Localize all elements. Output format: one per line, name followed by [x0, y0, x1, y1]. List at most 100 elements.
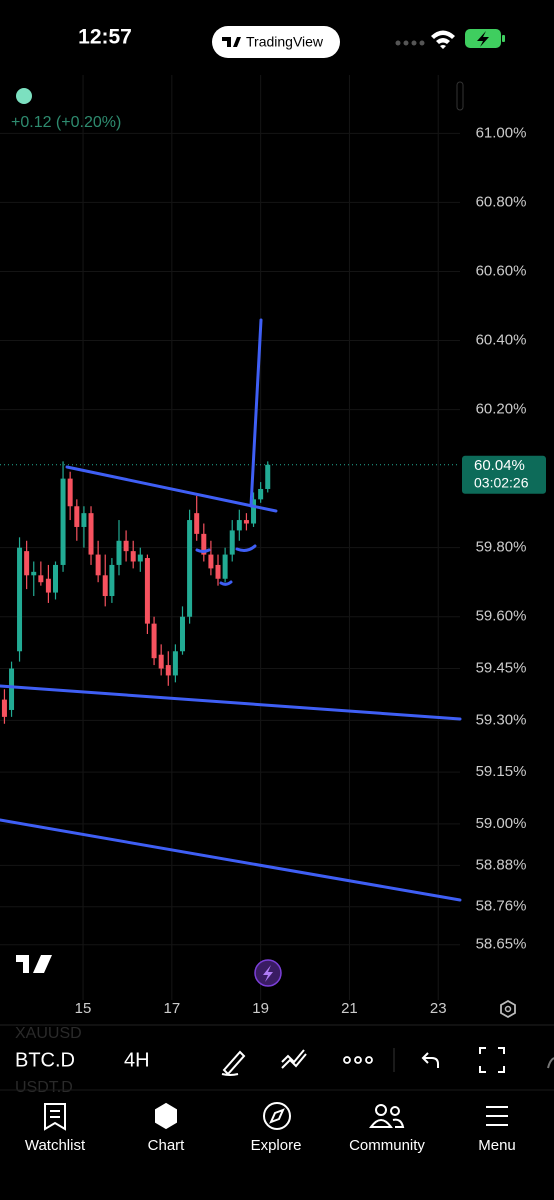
x-tick-label: 17: [163, 1000, 180, 1017]
candle-body: [123, 540, 129, 552]
y-tick-label: 59.45%: [476, 659, 527, 676]
y-tick-label: 61.00%: [476, 124, 527, 141]
watchlist-icon: [44, 1103, 66, 1131]
candle-body: [130, 551, 136, 562]
candle-body: [88, 513, 94, 555]
chart: 15 17 19 21 23 61.00% 60.80% 60.60% 60.40% 60.20%…: [0, 75, 546, 1017]
candle-body: [236, 520, 242, 531]
candle-body: [67, 478, 73, 507]
trend-line: [0, 818, 462, 902]
candle-body: [109, 564, 115, 597]
drawings: [0, 318, 462, 902]
battery-tip: [502, 35, 505, 42]
nav-label[interactable]: Explore: [251, 1137, 302, 1154]
candle-body: [9, 668, 15, 710]
candle-body: [222, 554, 228, 579]
candle-body: [116, 540, 122, 565]
candle-body: [81, 513, 87, 527]
candle-body: [208, 554, 214, 569]
chart-icon: [155, 1102, 177, 1130]
y-tick-label: 60.80%: [476, 193, 527, 210]
clock: 12:57: [78, 26, 132, 49]
x-tick-label: 15: [75, 1000, 92, 1017]
candle-body: [251, 499, 257, 524]
candle-body: [17, 547, 23, 652]
app-pill: [212, 26, 340, 58]
candle-body: [53, 564, 59, 593]
nav-icons: [44, 1102, 508, 1131]
symbol[interactable]: BTC.D: [15, 1049, 75, 1071]
interval[interactable]: 4H: [124, 1049, 150, 1071]
app-name: TradingView: [246, 34, 324, 50]
candle-body: [258, 488, 264, 500]
undo[interactable]: [421, 1052, 439, 1068]
edge-icon: [547, 1057, 554, 1069]
y-tick-label: 58.65%: [476, 936, 527, 953]
more-tool[interactable]: [343, 1056, 373, 1064]
x-tick-label: 21: [341, 1000, 358, 1017]
candle-body: [137, 554, 143, 562]
wifi-icon: [431, 30, 455, 49]
candle-body: [144, 558, 150, 624]
candle-body: [179, 616, 185, 652]
nav-label[interactable]: Watchlist: [25, 1137, 86, 1154]
change: +0.12 (+0.20%): [11, 114, 121, 131]
tv-logo: [16, 955, 52, 973]
candle-body: [165, 665, 171, 676]
nav-label[interactable]: Community: [349, 1137, 425, 1154]
candle-body: [24, 551, 30, 576]
mark: [235, 544, 257, 552]
trend-line: [0, 684, 462, 721]
candle-body: [151, 623, 157, 659]
y-tick-label: 59.80%: [476, 539, 527, 556]
bolt: [263, 965, 273, 982]
candle-body: [194, 513, 200, 534]
tv-icon: [222, 37, 241, 47]
status-dot: [16, 88, 32, 104]
explore-icon: [263, 1102, 291, 1130]
y-tick-label: 60.20%: [476, 401, 527, 418]
y-tick-label: 58.88%: [476, 856, 527, 873]
fullscreen[interactable]: [479, 1047, 505, 1073]
mark: [219, 580, 233, 586]
candle-body: [243, 520, 249, 524]
candle-body: [38, 575, 44, 583]
candle-body: [187, 520, 193, 617]
nav-label[interactable]: Chart: [148, 1137, 186, 1154]
countdown: 03:02:26: [474, 475, 529, 491]
settings-icon[interactable]: [500, 999, 516, 1019]
x-tick-label: 19: [252, 1000, 269, 1017]
watchlist-item[interactable]: USDT.D: [15, 1079, 73, 1096]
candle-body: [265, 464, 271, 489]
compass: [269, 1108, 285, 1124]
price-tag: [462, 455, 546, 494]
signal-dots: [395, 40, 425, 46]
candle-body: [95, 554, 101, 576]
candle-body: [215, 564, 221, 579]
nav-label[interactable]: Menu: [478, 1137, 516, 1154]
y-tick-label: 58.76%: [476, 898, 527, 915]
watchlist-item[interactable]: XAUUSD: [15, 1025, 82, 1042]
y-tick-label: 60.60%: [476, 262, 527, 279]
draw-tool[interactable]: [221, 1050, 246, 1076]
candle-body: [1, 699, 7, 717]
candle-body: [31, 571, 37, 576]
candle-body: [74, 506, 80, 527]
price-label: 60.04%: [474, 457, 525, 474]
charging-bolt: [477, 31, 489, 47]
y-tick-label: 59.00%: [476, 815, 527, 832]
scroll-handle: [456, 81, 464, 111]
candle-body: [60, 478, 66, 565]
indicator-tool[interactable]: [281, 1049, 307, 1069]
trend-line: [65, 465, 278, 513]
candle-body: [102, 575, 108, 597]
projection-line: [249, 318, 263, 508]
y-tick-label: 59.30%: [476, 711, 527, 728]
candle-body: [172, 651, 178, 676]
menu-icon: [486, 1106, 508, 1126]
candle-body: [158, 654, 164, 669]
candle-body: [45, 578, 51, 593]
